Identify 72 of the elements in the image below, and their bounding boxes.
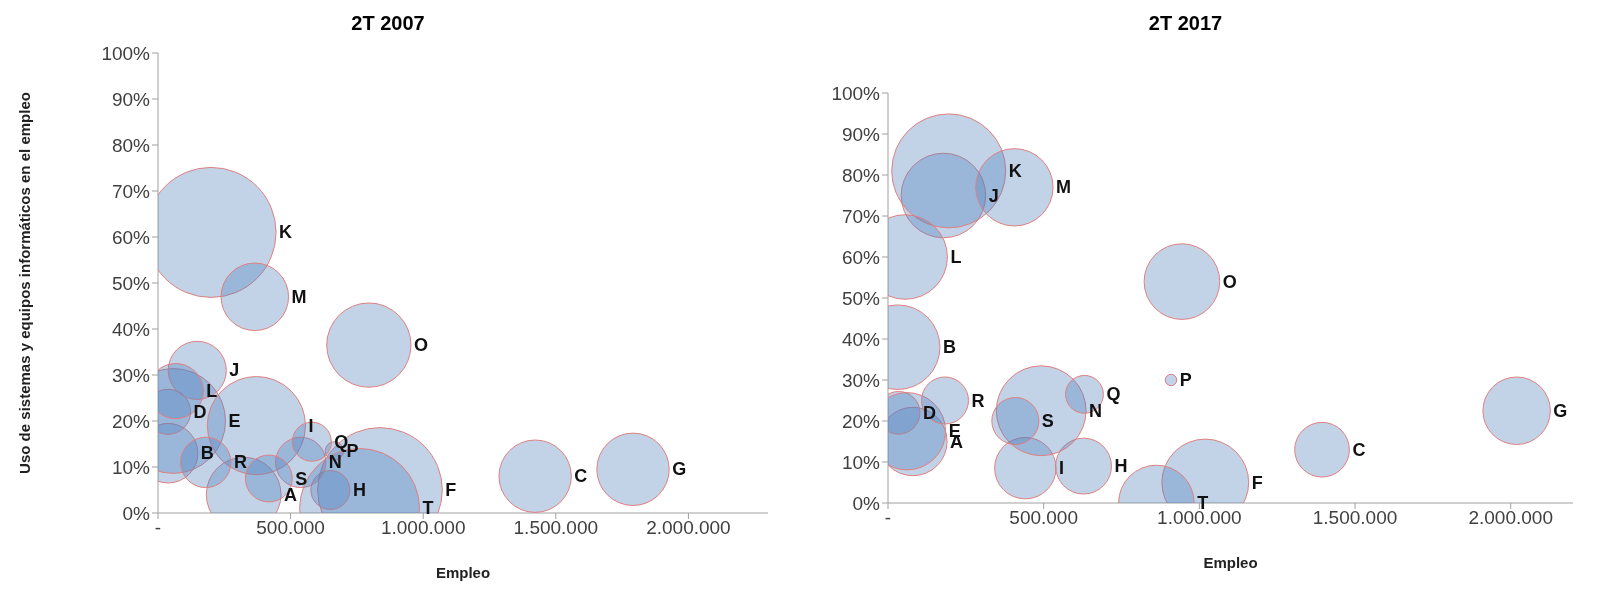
x-axis-title: Empleo (1203, 554, 1258, 571)
y-tick-label: 20% (841, 410, 881, 432)
series-label: O (413, 335, 428, 356)
series-label: E (228, 411, 241, 431)
x-tick-label: - (154, 517, 162, 539)
y-tick-label: 60% (841, 246, 881, 268)
series-label: T (422, 498, 434, 519)
series-label: D (922, 402, 936, 423)
x-tick-label: - (884, 507, 892, 529)
series-label: A (284, 484, 297, 505)
series-label: C (574, 466, 588, 487)
y-tick-label: 50% (111, 272, 151, 294)
y-tick-label: 0% (122, 502, 151, 524)
x-tick-label: 2.000.000 (646, 517, 731, 539)
x-tick-label: 1.500.000 (1312, 507, 1398, 529)
series-label: H (1114, 456, 1128, 477)
y-tick-label: 40% (841, 328, 881, 350)
y-tick-label: 50% (841, 287, 881, 309)
series-label: M (1056, 177, 1072, 198)
y-tick-label: 20% (111, 410, 151, 432)
series-label: N (328, 452, 342, 473)
series-label: P (1179, 370, 1192, 390)
y-tick-label: 40% (111, 318, 151, 340)
series-label: R (971, 390, 985, 411)
series-label: Q (1106, 384, 1121, 405)
y-tick-label: 10% (111, 456, 151, 478)
y-tick-label: 30% (111, 364, 151, 386)
series-label: K (1008, 160, 1022, 181)
series-label: M (291, 286, 307, 307)
series-label: O (1222, 271, 1237, 292)
series-label: L (206, 381, 218, 402)
y-tick-label: 10% (841, 451, 881, 473)
series-label: J (988, 185, 999, 206)
x-tick-label: 500.000 (1009, 507, 1079, 529)
x-tick-label: 2.000.000 (1468, 507, 1553, 529)
x-tick-label: 1.500.000 (513, 517, 599, 539)
series-label: F (445, 480, 457, 500)
series-label: G (1553, 400, 1568, 421)
y-tick-label: 70% (111, 180, 151, 202)
y-tick-label: 80% (111, 134, 151, 156)
series-label: D (193, 401, 207, 422)
y-tick-label: 80% (841, 164, 881, 186)
series-label: F (1251, 472, 1263, 493)
series-label: B (200, 443, 214, 464)
series-label: I (1059, 458, 1065, 479)
series-label: G (672, 459, 687, 480)
y-tick-label: 30% (841, 369, 881, 391)
series-label: C (1352, 439, 1366, 460)
series-label: B (942, 337, 956, 358)
y-tick-label: 0% (852, 492, 881, 514)
series-label: L (950, 247, 962, 267)
series-label: S (1041, 411, 1054, 431)
chart-title: 2T 2007 (350, 12, 426, 35)
y-tick-label: 70% (841, 205, 881, 227)
y-tick-label: 60% (111, 226, 151, 248)
series-label: I (308, 415, 314, 436)
x-tick-label: 1.000.000 (380, 517, 466, 539)
series-label: H (352, 480, 366, 500)
y-tick-label: 100% (101, 42, 151, 64)
series-label: S (295, 468, 308, 489)
x-tick-label: 500.000 (256, 517, 325, 539)
y-tick-label: 100% (831, 82, 881, 104)
series-label: J (229, 360, 240, 381)
series-label: N (1089, 400, 1103, 421)
chart-title: 2T 2017 (1147, 12, 1224, 35)
series-label: K (279, 222, 293, 243)
y-axis-title: Uso de sistemas y equipos informáticos en el empleo (16, 92, 33, 474)
y-tick-label: 90% (111, 88, 151, 110)
x-axis-title: Empleo (435, 564, 491, 581)
series-label: Q (334, 431, 349, 452)
y-tick-label: 90% (841, 123, 881, 145)
series-label: R (233, 452, 247, 473)
